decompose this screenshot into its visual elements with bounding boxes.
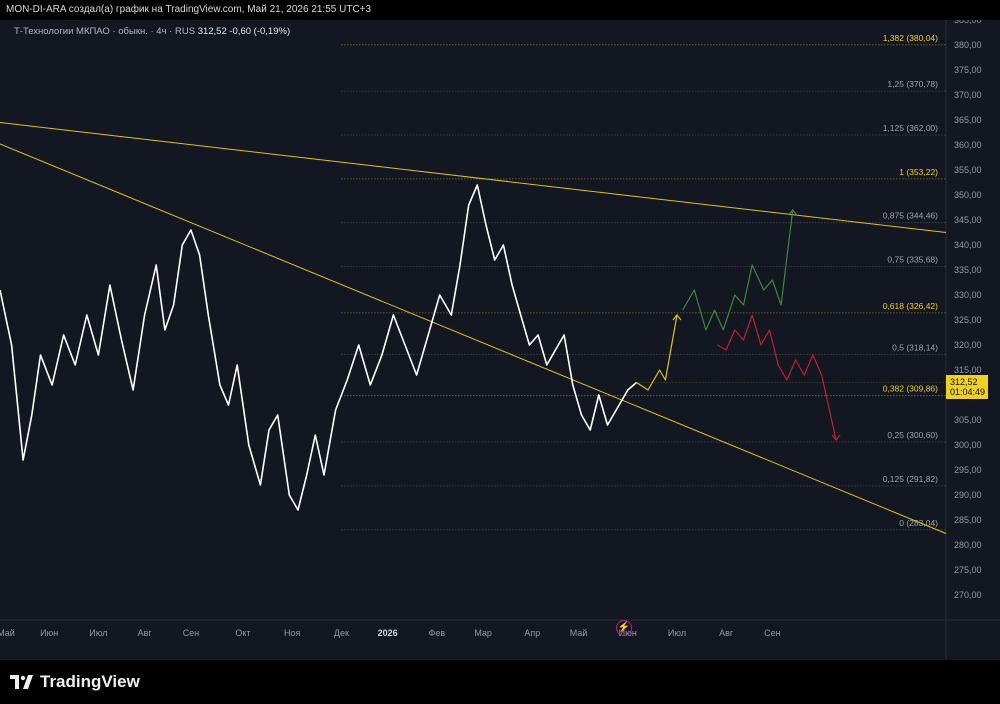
current-price-tag: 312,52 01:04:49 bbox=[946, 374, 988, 399]
y-tick-label: 325,00 bbox=[954, 315, 982, 325]
price-chart[interactable]: 385,00 380,00 375,00 370,00 365,00 360,00 355,… bbox=[0, 20, 1000, 660]
x-tick-label: Сен bbox=[183, 628, 200, 638]
trendline[interactable] bbox=[0, 122, 947, 233]
x-tick-label: Май bbox=[570, 628, 588, 638]
fib-level-label: 1 (353,22) bbox=[899, 167, 938, 177]
flash-icon[interactable]: ⚡ bbox=[616, 620, 632, 636]
y-tick-label: 275,00 bbox=[954, 565, 982, 575]
price-tag-countdown: 01:04:49 bbox=[950, 386, 986, 397]
x-tick-label: Июл bbox=[89, 628, 107, 638]
y-tick-label: 320,00 bbox=[954, 340, 982, 350]
fib-level-label: 0,125 (291,82) bbox=[883, 474, 938, 484]
price-axis[interactable] bbox=[946, 20, 1000, 660]
caption-bar: MON-DI-ARA создал(а) график на TradingVi… bbox=[0, 0, 1000, 20]
x-tick-label: Июл bbox=[668, 628, 686, 638]
y-tick-label: 315,00 bbox=[954, 365, 982, 375]
trendline[interactable] bbox=[0, 143, 947, 534]
x-tick-label: Авг bbox=[138, 628, 153, 638]
y-tick-label: 270,00 bbox=[954, 590, 982, 600]
projection-arrowhead bbox=[672, 314, 682, 321]
y-tick-label: 365,00 bbox=[954, 115, 982, 125]
y-tick-label: 285,00 bbox=[954, 515, 982, 525]
y-tick-label: 375,00 bbox=[954, 65, 982, 75]
plot-background bbox=[0, 20, 946, 660]
fib-level-label: 1,382 (380,04) bbox=[883, 33, 938, 43]
x-tick-label: Дек bbox=[334, 628, 349, 638]
y-tick-label: 295,00 bbox=[954, 465, 982, 475]
fib-level-label: 0,618 (326,42) bbox=[883, 301, 938, 311]
y-tick-label: 350,00 bbox=[954, 190, 982, 200]
x-tick-label: Фев bbox=[429, 628, 446, 638]
price-series-line[interactable] bbox=[0, 184, 638, 511]
x-tick-label: Май bbox=[0, 628, 15, 638]
x-tick-label: Окт bbox=[235, 628, 250, 638]
y-tick-label: 370,00 bbox=[954, 90, 982, 100]
projection-bear-path[interactable] bbox=[717, 314, 837, 441]
y-tick-label: 290,00 bbox=[954, 490, 982, 500]
tradingview-icon bbox=[10, 675, 33, 689]
projection-bull-path[interactable] bbox=[682, 209, 794, 331]
footer: TradingView bbox=[0, 660, 1000, 704]
y-tick-label: 345,00 bbox=[954, 215, 982, 225]
y-tick-label: 360,00 bbox=[954, 140, 982, 150]
symbol-name: Т-Технологии МКПАО · обыкн. · 4ч · RUS bbox=[14, 26, 196, 37]
price-change: -0,60 (-0,19%) bbox=[229, 26, 291, 37]
y-tick-label: 380,00 bbox=[954, 40, 982, 50]
chart-caption: MON-DI-ARA создал(а) график на TradingVi… bbox=[6, 4, 372, 15]
x-tick-label: 2026 bbox=[378, 628, 398, 638]
symbol-legend: Т-Технологии МКПАО · обыкн. · 4ч · RUS 3… bbox=[14, 26, 290, 37]
projection-neutral-path[interactable] bbox=[636, 314, 678, 391]
y-tick-label: 385,00 bbox=[954, 20, 982, 25]
fib-level-label: 0,25 (300,60) bbox=[887, 430, 938, 440]
chart-area[interactable]: 385,00 380,00 375,00 370,00 365,00 360,00 355,… bbox=[0, 20, 1000, 660]
y-tick-label: 280,00 bbox=[954, 540, 982, 550]
last-price: 312,52 bbox=[197, 26, 227, 37]
y-tick-label: 300,00 bbox=[954, 440, 982, 450]
projection-arrowhead bbox=[831, 434, 841, 441]
y-tick-label: 330,00 bbox=[954, 290, 982, 300]
x-tick-label: Ноя bbox=[284, 628, 301, 638]
projection-arrowhead bbox=[788, 209, 798, 216]
fib-level-label: 0,382 (309,86) bbox=[883, 384, 938, 394]
price-tag-value: 312,52 bbox=[950, 376, 978, 387]
x-tick-label: Мар bbox=[474, 628, 492, 638]
tradingview-logo[interactable]: TradingView bbox=[10, 672, 140, 692]
x-tick-label: Июн bbox=[40, 628, 58, 638]
x-tick-label: Апр bbox=[524, 628, 540, 638]
x-tick-label: Авг bbox=[719, 628, 734, 638]
fib-level-label: 1,25 (370,78) bbox=[887, 79, 938, 89]
y-tick-label: 335,00 bbox=[954, 265, 982, 275]
fib-level-label: 0,5 (318,14) bbox=[892, 342, 938, 352]
fib-level-label: 1,125 (362,00) bbox=[883, 123, 938, 133]
fib-level-label: 0,75 (335,68) bbox=[887, 255, 938, 265]
x-tick-label: Сен bbox=[764, 628, 781, 638]
y-tick-label: 355,00 bbox=[954, 165, 982, 175]
fib-level-label: 0,875 (344,46) bbox=[883, 211, 938, 221]
y-tick-label: 340,00 bbox=[954, 240, 982, 250]
brand-name: TradingView bbox=[40, 672, 140, 691]
y-tick-label: 305,00 bbox=[954, 415, 982, 425]
